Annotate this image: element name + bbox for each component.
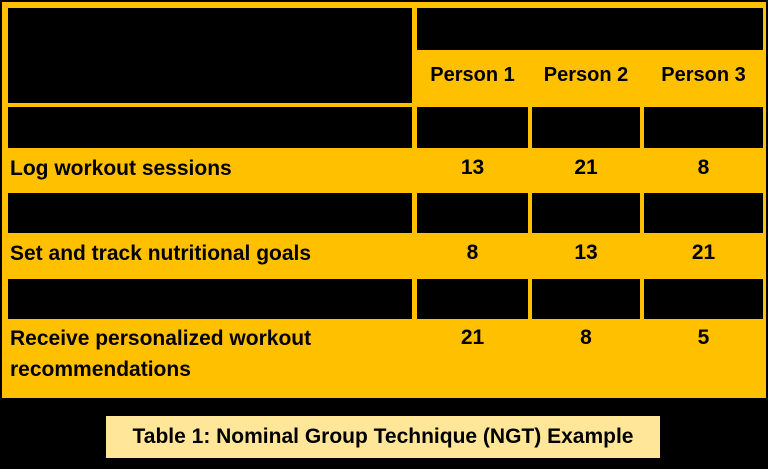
- score-cell: 21: [460, 325, 485, 349]
- redacted-bar: [532, 279, 640, 319]
- redacted-bar: [417, 279, 528, 319]
- column-header-person-2: Person 2: [543, 63, 629, 86]
- header-group-redacted-bar: [417, 8, 763, 50]
- row-label-nutritional-goals: Set and track nutritional goals: [10, 241, 312, 265]
- score-cell: 8: [466, 241, 479, 264]
- redacted-bar: [417, 107, 528, 148]
- redacted-bar: [644, 279, 763, 319]
- header-criteria-redacted-cell: [8, 8, 412, 103]
- column-header-person-1: Person 1: [430, 63, 515, 86]
- redacted-bar: [417, 193, 528, 233]
- row-label-personalized-recommendations: Receive personalized workout recommendat…: [10, 327, 312, 381]
- redacted-bar: [532, 193, 640, 233]
- redacted-bar: [8, 193, 412, 233]
- score-cell: 21: [574, 156, 598, 179]
- score-cell: 13: [460, 156, 485, 179]
- table-caption: Table 1: Nominal Group Technique (NGT) E…: [106, 416, 660, 458]
- score-cell: 5: [697, 325, 710, 349]
- score-cell: 21: [691, 241, 716, 264]
- redacted-bar: [8, 107, 412, 148]
- row-label-log-workout-sessions: Log workout sessions: [10, 156, 232, 180]
- score-cell: 8: [697, 156, 710, 179]
- score-cell: 8: [580, 325, 592, 349]
- caption-bar: Table 1: Nominal Group Technique (NGT) E…: [0, 398, 768, 469]
- redacted-bar: [644, 193, 763, 233]
- score-cell: 13: [574, 241, 598, 264]
- redacted-bar: [532, 107, 640, 148]
- redacted-bar: [8, 279, 412, 319]
- redacted-bar: [644, 107, 763, 148]
- column-header-person-3: Person 3: [661, 63, 746, 86]
